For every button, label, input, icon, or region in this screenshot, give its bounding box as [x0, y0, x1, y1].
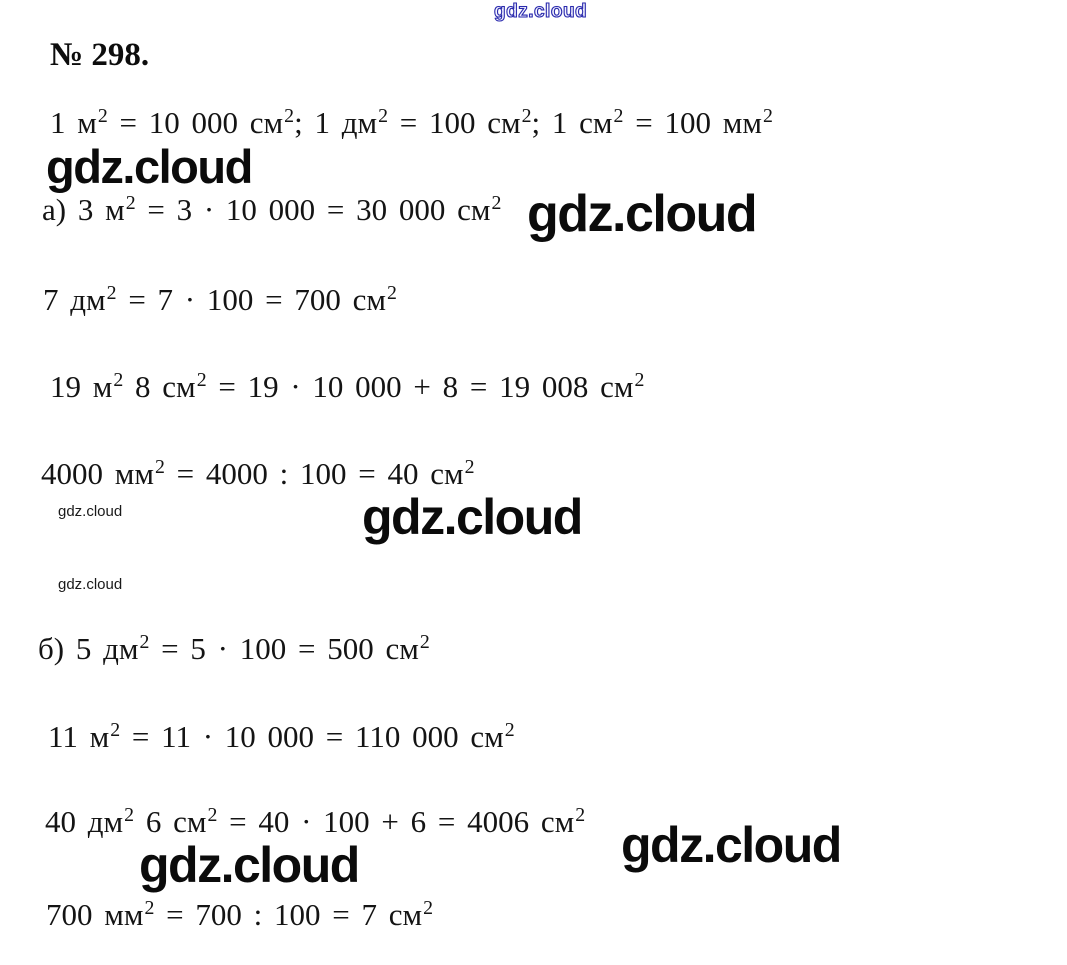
equation-b-11m2: 11 м2 = 11 · 10 000 = 110 000 см2: [48, 719, 515, 754]
problem-number: № 298.: [50, 37, 150, 73]
equation-a-7dm2: 7 дм2 = 7 · 100 = 700 см2: [43, 282, 397, 317]
watermark-large-5: gdz.cloud: [621, 817, 842, 873]
watermark-large-2: gdz.cloud: [527, 185, 758, 243]
equation-a-3m2: а) 3 м2 = 3 · 10 000 = 30 000 см2: [42, 192, 502, 227]
equation-b-700mm2: 700 мм2 = 700 : 100 = 7 см2: [46, 897, 434, 932]
watermark-small-1: gdz.cloud: [58, 503, 123, 520]
watermark-large-4: gdz.cloud: [139, 837, 360, 893]
equation-reference-conversions: 1 м2 = 10 000 см2; 1 дм2 = 100 см2; 1 см…: [50, 105, 773, 140]
equation-b-5dm2: б) 5 дм2 = 5 · 100 = 500 см2: [38, 631, 430, 666]
watermark-large-1: gdz.cloud: [46, 140, 253, 193]
equation-a-4000mm2: 4000 мм2 = 4000 : 100 = 40 см2: [41, 456, 475, 491]
watermark-top: gdz.cloud: [493, 0, 588, 22]
equation-b-40dm2-6cm2: 40 дм2 6 см2 = 40 · 100 + 6 = 4006 см2: [45, 804, 586, 839]
watermark-large-3: gdz.cloud: [362, 489, 583, 545]
watermark-small-2: gdz.cloud: [58, 576, 123, 593]
equation-a-19m2-8cm2: 19 м2 8 см2 = 19 · 10 000 + 8 = 19 008 с…: [50, 369, 645, 404]
